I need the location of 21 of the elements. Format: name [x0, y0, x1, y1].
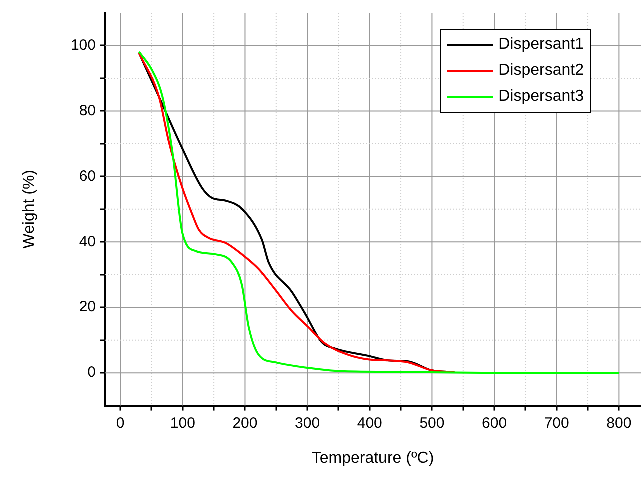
y-tick-label: 80 — [79, 102, 96, 120]
line-series — [138, 50, 620, 374]
x-tick-label: 200 — [232, 414, 258, 432]
x-tick-label: 700 — [544, 414, 570, 432]
y-tick-label: 40 — [79, 233, 96, 250]
x-tick-label: 0 — [116, 414, 125, 432]
x-axis-title: Temperature (ºC) — [312, 450, 434, 467]
x-tick-label: 300 — [295, 414, 320, 432]
legend-label: Dispersant2 — [498, 61, 584, 81]
legend-label: Dispersant1 — [498, 35, 584, 55]
x-tick-label: 800 — [606, 414, 632, 432]
x-tick-label: 100 — [170, 414, 196, 432]
y-tick-label: 20 — [79, 298, 96, 316]
y-tick-label: 100 — [70, 36, 96, 54]
legend-label: Dispersant3 — [498, 87, 584, 107]
x-tick-label: 600 — [482, 414, 508, 432]
x-tick-label: 400 — [357, 414, 382, 432]
y-tick-label: 60 — [79, 168, 96, 185]
x-tick-label: 500 — [420, 414, 445, 432]
y-axis-title: Weight (%) — [21, 170, 38, 249]
y-tick-label: 0 — [88, 364, 96, 382]
